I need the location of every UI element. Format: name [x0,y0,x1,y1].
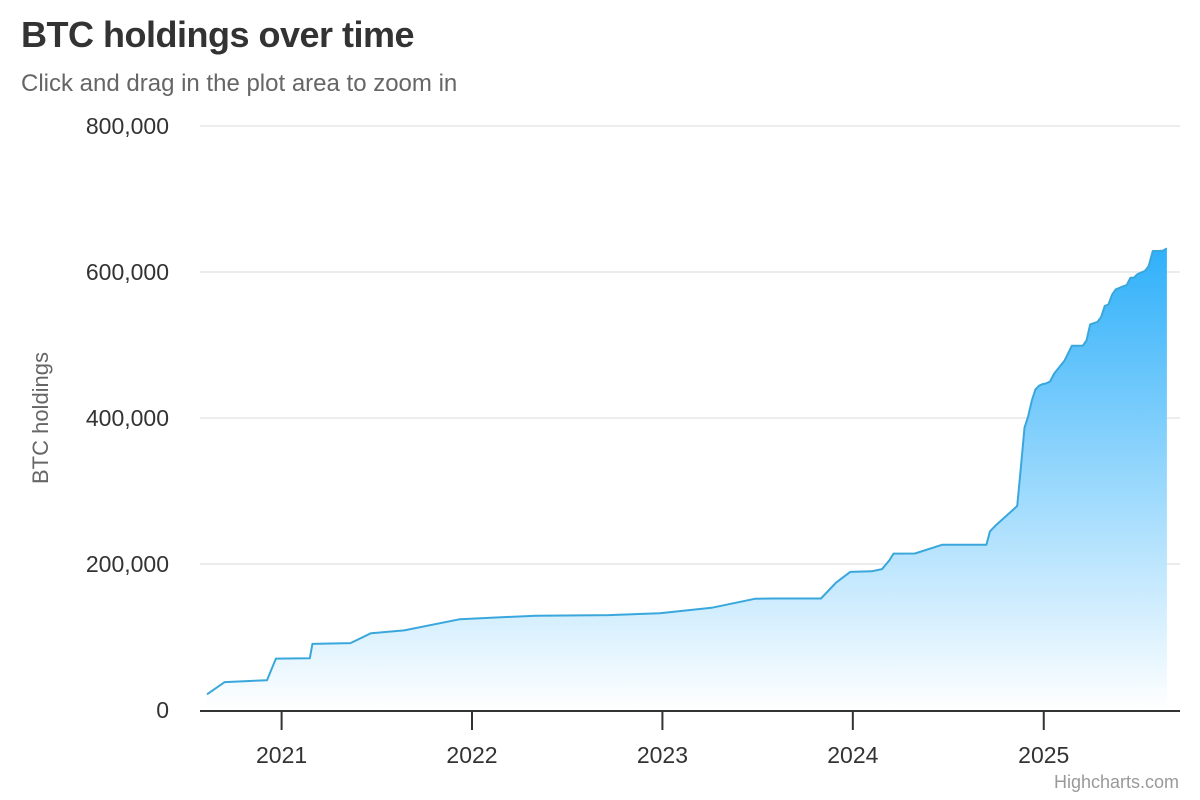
y-tick-label: 600,000 [86,259,169,285]
x-tick-label: 2023 [637,742,688,768]
y-tick-label: 0 [156,697,169,723]
chart-subtitle: Click and drag in the plot area to zoom … [21,70,458,97]
x-tick-label: 2024 [827,742,878,768]
x-axis: 2021 2022 2023 2024 2025 [200,710,1180,768]
y-tick-label: 200,000 [86,551,169,577]
y-axis-title: BTC holdings [28,352,53,484]
plot-area[interactable] [206,247,1168,711]
x-tick-label: 2022 [446,742,497,768]
series-line[interactable] [206,247,1168,696]
x-tick-label: 2025 [1018,742,1069,768]
area-fill [207,248,1167,711]
credits-link[interactable]: Highcharts.com [1053,772,1179,792]
x-tick-label: 2021 [256,742,307,768]
y-axis: 0 200,000 400,000 600,000 800,000 [86,113,169,723]
y-tick-label: 400,000 [86,405,169,431]
y-tick-label: 800,000 [86,113,169,139]
chart-title: BTC holdings over time [21,14,415,55]
